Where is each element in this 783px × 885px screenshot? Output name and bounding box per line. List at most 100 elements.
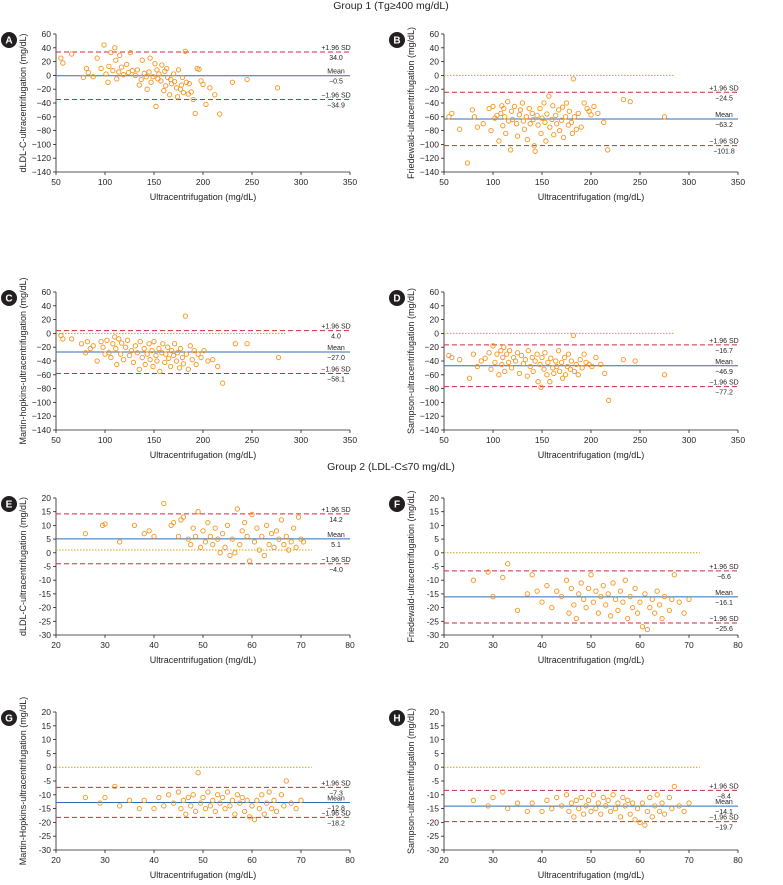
x-tick-label: 70 (684, 855, 694, 865)
data-point (661, 372, 668, 378)
y-tick-label: 0 (434, 762, 439, 772)
data-point (200, 794, 206, 801)
data-point (167, 92, 173, 98)
data-point (278, 792, 285, 798)
data-point (139, 57, 145, 63)
data-point (496, 372, 502, 378)
data-point (237, 541, 243, 548)
lower-limit-value: −25.6 (715, 626, 733, 633)
y-tick-label: −40 (37, 98, 52, 108)
mean-value: −46.9 (715, 369, 733, 376)
data-point (128, 347, 135, 354)
data-point (215, 363, 221, 370)
data-point (147, 55, 153, 61)
mean-label: Mean (327, 532, 345, 539)
y-tick-label: 20 (42, 315, 52, 325)
data-point (163, 351, 169, 357)
data-point (246, 814, 253, 820)
data-point (136, 805, 142, 812)
data-point (615, 800, 621, 806)
mean-value: −14.1 (715, 809, 733, 816)
data-point (518, 352, 525, 359)
data-point (106, 350, 112, 356)
data-point (513, 121, 520, 127)
data-point (205, 789, 211, 795)
data-point (207, 803, 214, 809)
data-point (551, 132, 557, 138)
data-point (158, 78, 164, 84)
data-point (112, 783, 118, 790)
x-tick-label: 100 (98, 177, 112, 187)
data-point (505, 561, 511, 567)
y-tick-label: −60 (425, 370, 440, 380)
data-point (506, 359, 512, 366)
panel-label-d: D (393, 294, 400, 305)
data-point (511, 103, 518, 110)
data-point (676, 599, 682, 605)
data-point (210, 541, 216, 548)
data-point (567, 366, 574, 372)
data-point (661, 114, 668, 120)
x-tick-label: 40 (537, 640, 547, 650)
data-point (537, 105, 543, 112)
data-point (565, 122, 572, 128)
data-point (100, 344, 106, 350)
data-point (527, 121, 533, 127)
data-point (529, 110, 535, 117)
y-tick-label: −80 (425, 126, 440, 136)
data-point (151, 339, 157, 345)
data-point (200, 81, 206, 88)
data-point (251, 816, 258, 823)
data-point (125, 69, 132, 76)
data-point (558, 803, 565, 809)
data-point (217, 800, 223, 806)
data-point (529, 354, 535, 361)
data-point (532, 148, 538, 154)
data-point (581, 351, 587, 357)
data-point (498, 110, 504, 117)
data-point (254, 797, 260, 803)
data-point (652, 610, 658, 616)
data-point (554, 588, 560, 594)
y-axis-label: Martin-hopkins-ultracentrifugation (mg/d… (18, 277, 28, 444)
data-point (185, 536, 191, 542)
x-axis-label: Ultracentrifugation (mg/dL) (538, 450, 645, 460)
data-point (522, 356, 528, 363)
y-tick-label: -25 (427, 831, 440, 841)
x-axis-label: Ultracentrifugation (mg/dL) (150, 192, 257, 202)
data-point (554, 363, 560, 370)
y-tick-label: −60 (37, 370, 52, 380)
data-point (470, 351, 477, 357)
y-tick-label: −140 (32, 167, 51, 177)
data-point (494, 351, 500, 357)
data-point (449, 110, 455, 117)
data-point (295, 514, 302, 520)
y-tick-label: -20 (39, 817, 52, 827)
data-point (232, 341, 238, 347)
data-point (196, 66, 202, 72)
upper-limit-label: +1.96 SD (321, 45, 350, 52)
data-point (102, 521, 108, 527)
data-point (126, 797, 133, 803)
data-point (286, 547, 292, 553)
y-tick-label: -25 (39, 831, 52, 841)
data-point (595, 610, 601, 616)
data-point (581, 100, 587, 106)
y-tick-label: -15 (427, 589, 440, 599)
y-tick-label: 15 (42, 507, 52, 517)
data-point (632, 585, 638, 592)
data-point (266, 541, 272, 548)
data-point (556, 368, 563, 374)
data-point (116, 336, 122, 342)
data-point (212, 525, 218, 531)
data-point (217, 111, 223, 117)
data-point (605, 147, 611, 153)
x-tick-label: 30 (100, 640, 110, 650)
data-point (83, 65, 90, 72)
x-tick-label: 200 (584, 177, 598, 187)
y-tick-label: −20 (425, 84, 440, 94)
y-tick-label: −120 (32, 411, 51, 421)
